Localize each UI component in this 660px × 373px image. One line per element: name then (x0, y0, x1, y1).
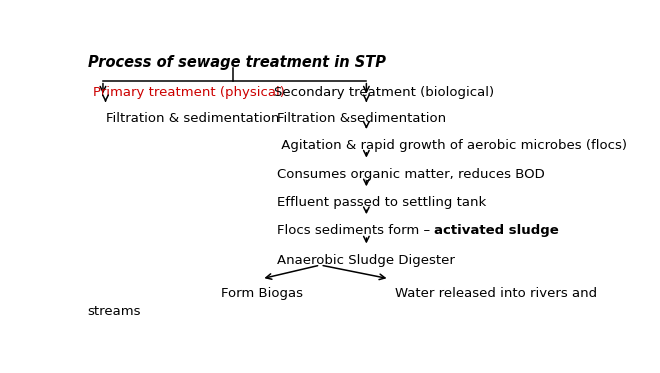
Text: Consumes organic matter, reduces BOD: Consumes organic matter, reduces BOD (277, 168, 544, 181)
Text: Agitation & rapid growth of aerobic microbes (flocs): Agitation & rapid growth of aerobic micr… (277, 139, 627, 152)
Text: Anaerobic Sludge Digester: Anaerobic Sludge Digester (277, 254, 455, 267)
Text: Effluent passed to settling tank: Effluent passed to settling tank (277, 197, 486, 209)
Text: Primary treatment (physical): Primary treatment (physical) (92, 87, 284, 100)
Text: Secondary treatment (biological): Secondary treatment (biological) (275, 87, 494, 100)
Text: Flocs sediments form –: Flocs sediments form – (277, 224, 434, 237)
Text: Filtration & sedimentation: Filtration & sedimentation (106, 112, 279, 125)
Text: Filtration &sedimentation: Filtration &sedimentation (277, 112, 446, 125)
Text: streams: streams (88, 305, 141, 318)
Text: Form Biogas: Form Biogas (220, 288, 302, 301)
Text: Water released into rivers and: Water released into rivers and (395, 288, 597, 301)
Text: activated sludge: activated sludge (434, 224, 559, 237)
Text: Process of sewage treatment in STP: Process of sewage treatment in STP (88, 55, 385, 70)
